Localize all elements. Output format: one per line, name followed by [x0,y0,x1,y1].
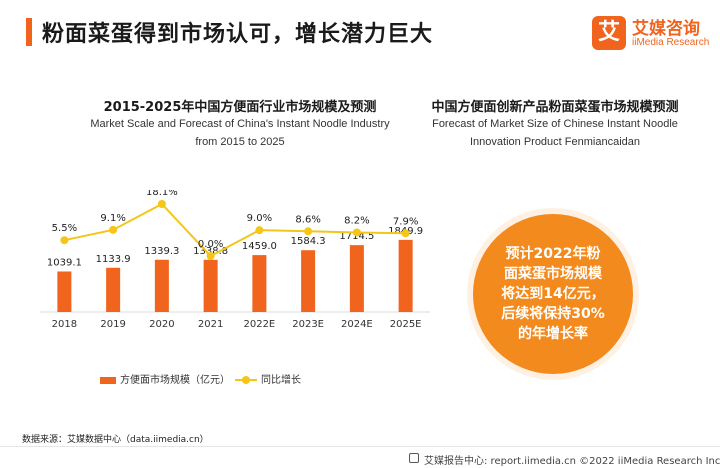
growth-value-label: 0.0% [198,239,223,250]
legend-swatch-line [235,376,257,384]
growth-value-label: 9.1% [100,213,125,224]
bar-value-label: 1459.0 [242,241,277,252]
circle-line: 后续将保持30% [501,306,605,322]
bar-value-label: 1584.3 [291,236,326,247]
forecast-circle-text: 预计2022年粉 面菜蛋市场规模 将达到14亿元， 后续将保持30% 的年增长率 [489,244,617,344]
x-tick-label: 2024E [341,319,373,330]
header: 粉面菜蛋得到市场认可，增长潜力巨大 艾 艾媒咨询 iiMedia Researc… [0,0,720,62]
x-tick-label: 2022E [243,319,275,330]
bar [301,250,316,312]
right-panel-title-cn: 中国方便面创新产品粉面菜蛋市场规模预测 [431,100,679,115]
bar-value-label: 1339.3 [144,246,179,257]
footer-text: 艾媒报告中心: report.iimedia.cn ©2022 iiMedia … [424,456,720,467]
bar-value-label: 1714.5 [339,231,374,242]
circle-line: 预计2022年粉 [505,246,601,262]
x-tick-label: 2021 [198,319,223,330]
growth-point [255,226,264,235]
title-accent-bar [26,18,32,46]
data-source: 数据来源：艾媒数据中心（data.iimedia.cn） [22,435,209,445]
chart-title-cn: 2015-2025年中国方便面行业市场规模及预测 [103,100,377,115]
market-scale-chart: 1039.1 2018 1133.9 2019 1339.3 2020 1338.8 2021… [40,190,430,330]
bar [154,259,169,312]
growth-value-label: 5.5% [52,223,77,234]
growth-value-label: 18.1% [146,190,178,198]
growth-value-label: 9.0% [247,213,272,224]
legend-item-line: 同比增长 [235,371,301,386]
legend-swatch-bar [100,376,116,384]
growth-point [60,236,69,245]
x-tick-label: 2025E [390,319,422,330]
bar-value-label: 1039.1 [47,257,82,268]
growth-point [304,227,313,236]
chart-title-en-line1: Market Scale and Forecast of China's Ins… [90,118,390,130]
bar-value-label: 1338.8 [193,246,228,257]
bar [349,245,364,312]
logo-name-en: iiMedia Research [632,37,710,48]
chart-title-en-line2: from 2015 to 2025 [195,136,285,148]
right-panel-title-en-line1: Forecast of Market Size of Chinese Insta… [432,118,678,130]
x-tick-label: 2023E [292,319,324,330]
report-icon [409,453,419,463]
circle-line: 将达到14亿元， [501,286,605,302]
x-tick-label: 2018 [52,319,77,330]
bar [203,259,218,312]
bar [57,271,72,312]
bar [252,255,267,312]
x-tick-label: 2020 [149,319,174,330]
growth-value-label: 7.9% [393,216,418,227]
growth-point [157,200,166,208]
growth-line [64,202,406,258]
growth-point [352,228,361,237]
right-panel-title-en-line2: Innovation Product Fenmiancaidan [470,136,640,148]
bar-value-label: 1133.9 [96,254,131,265]
footer: 艾媒报告中心: report.iimedia.cn ©2022 iiMedia … [0,446,720,468]
growth-point [401,229,410,238]
forecast-circle: 预计2022年粉 面菜蛋市场规模 将达到14亿元， 后续将保持30% 的年增长率 [473,214,633,374]
growth-value-label: 8.6% [295,214,320,225]
bar [106,267,121,312]
legend-label-bar: 方便面市场规模（亿元） [120,375,230,386]
circle-line: 的年增长率 [518,326,588,342]
logo-name-cn: 艾媒咨询 [632,19,700,39]
growth-point [109,225,118,234]
growth-value-label: 8.2% [344,215,369,226]
legend-label-line: 同比增长 [261,375,301,386]
brand-logo: 艾 艾媒咨询 iiMedia Research [592,14,710,54]
growth-point [206,252,215,260]
x-tick-label: 2019 [100,319,125,330]
circle-line: 面菜蛋市场规模 [504,266,602,282]
legend-item-bar: 方便面市场规模（亿元） [100,371,230,386]
logo-mark: 艾 [592,16,626,50]
page-title: 粉面菜蛋得到市场认可，增长潜力巨大 [42,22,434,47]
bar [398,239,413,312]
